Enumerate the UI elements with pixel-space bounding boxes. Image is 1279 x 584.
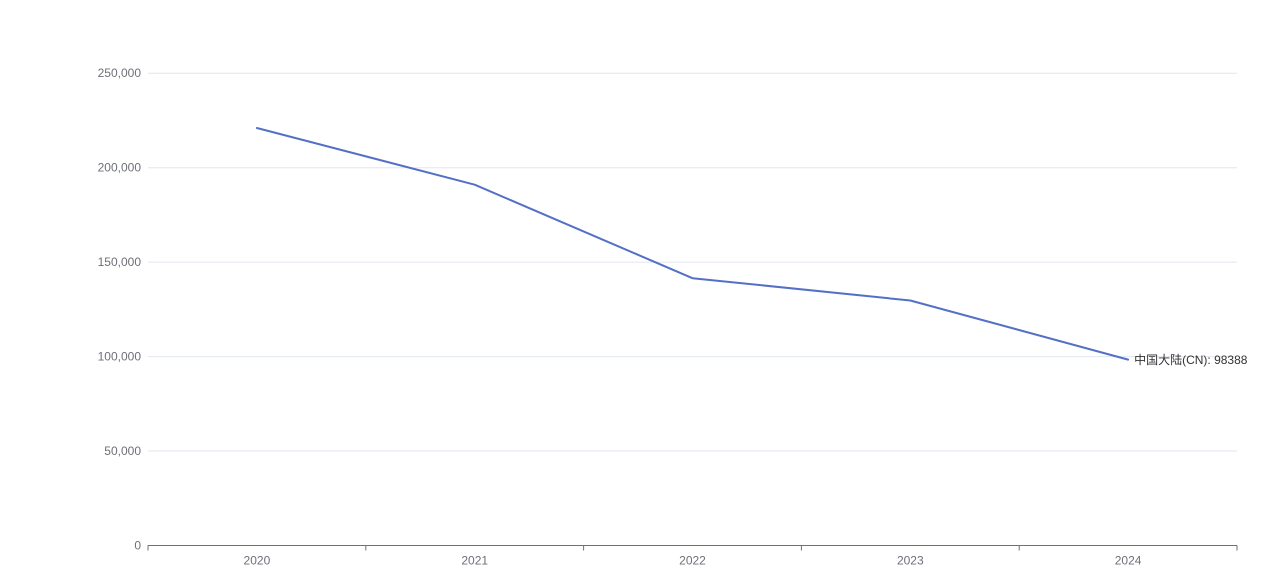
y-axis-tick-label: 200,000 xyxy=(98,161,142,175)
y-axis-tick-label: 250,000 xyxy=(98,66,142,80)
y-axis-tick-label: 150,000 xyxy=(98,255,142,269)
series-line[interactable] xyxy=(255,127,1130,361)
series-end-label: 中国大陆(CN): 98388 xyxy=(1134,352,1248,367)
x-axis-category-label: 2024 xyxy=(1115,554,1142,568)
x-axis-category-label: 2022 xyxy=(679,554,706,568)
x-axis-category-label: 2023 xyxy=(897,554,924,568)
x-axis-category-label: 2021 xyxy=(461,554,488,568)
y-axis-tick-label: 100,000 xyxy=(98,350,142,364)
x-axis-category-label: 2020 xyxy=(244,554,271,568)
y-axis-tick-label: 0 xyxy=(134,539,141,553)
y-axis-tick-label: 50,000 xyxy=(104,444,141,458)
